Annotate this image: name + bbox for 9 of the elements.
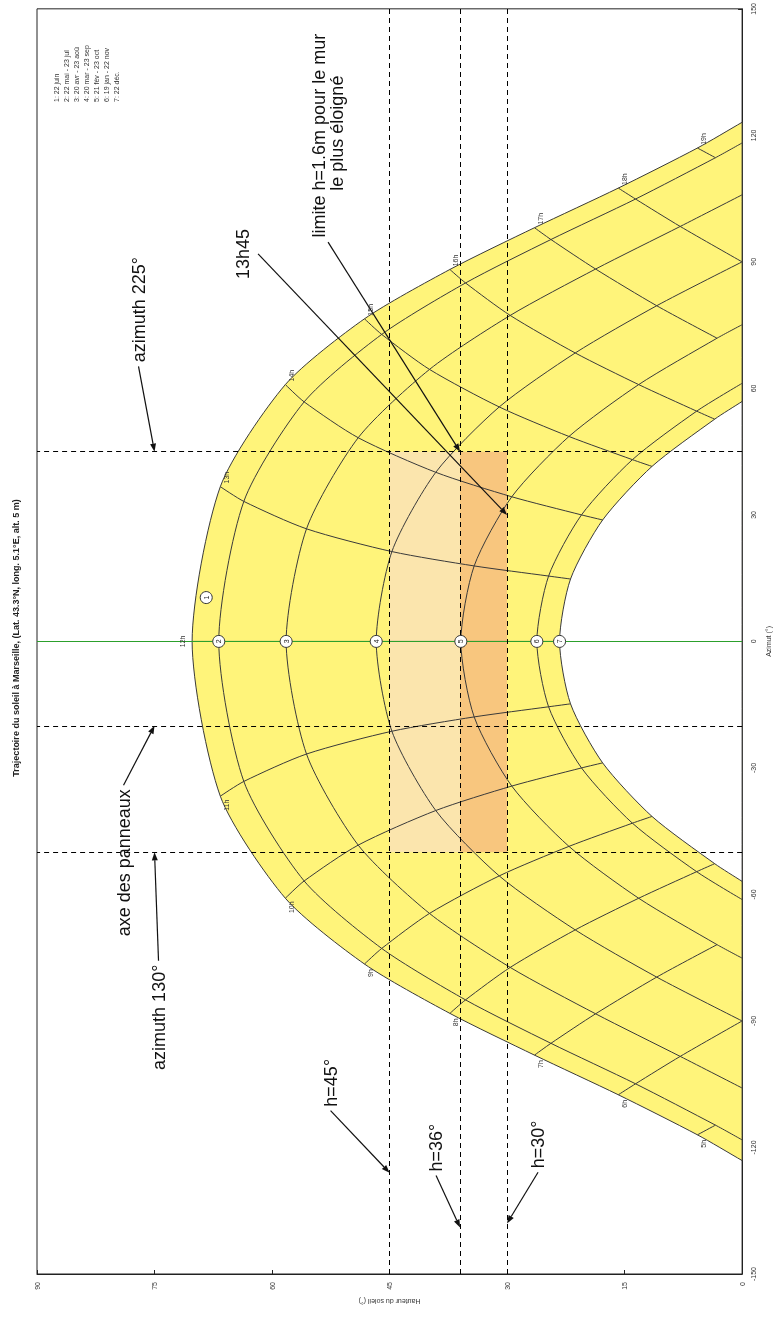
annotation: axe des panneaux bbox=[113, 789, 134, 937]
annotation: 13h45 bbox=[233, 228, 254, 279]
annotation: h=30° bbox=[528, 1120, 549, 1169]
annotation: limite h=1.6m pour le mur le plus éloigné bbox=[309, 33, 348, 238]
text: Trajectoire du soleil à Marseille, (Lat. 43.3°N, long. 5.1°E, alt. 5 m) bbox=[11, 499, 21, 777]
annotation: azimuth 225° bbox=[128, 257, 149, 363]
annotation: h=36° bbox=[426, 1123, 447, 1172]
annotation: h=45° bbox=[320, 1058, 341, 1107]
annotation: azimuth 130° bbox=[148, 964, 169, 1070]
